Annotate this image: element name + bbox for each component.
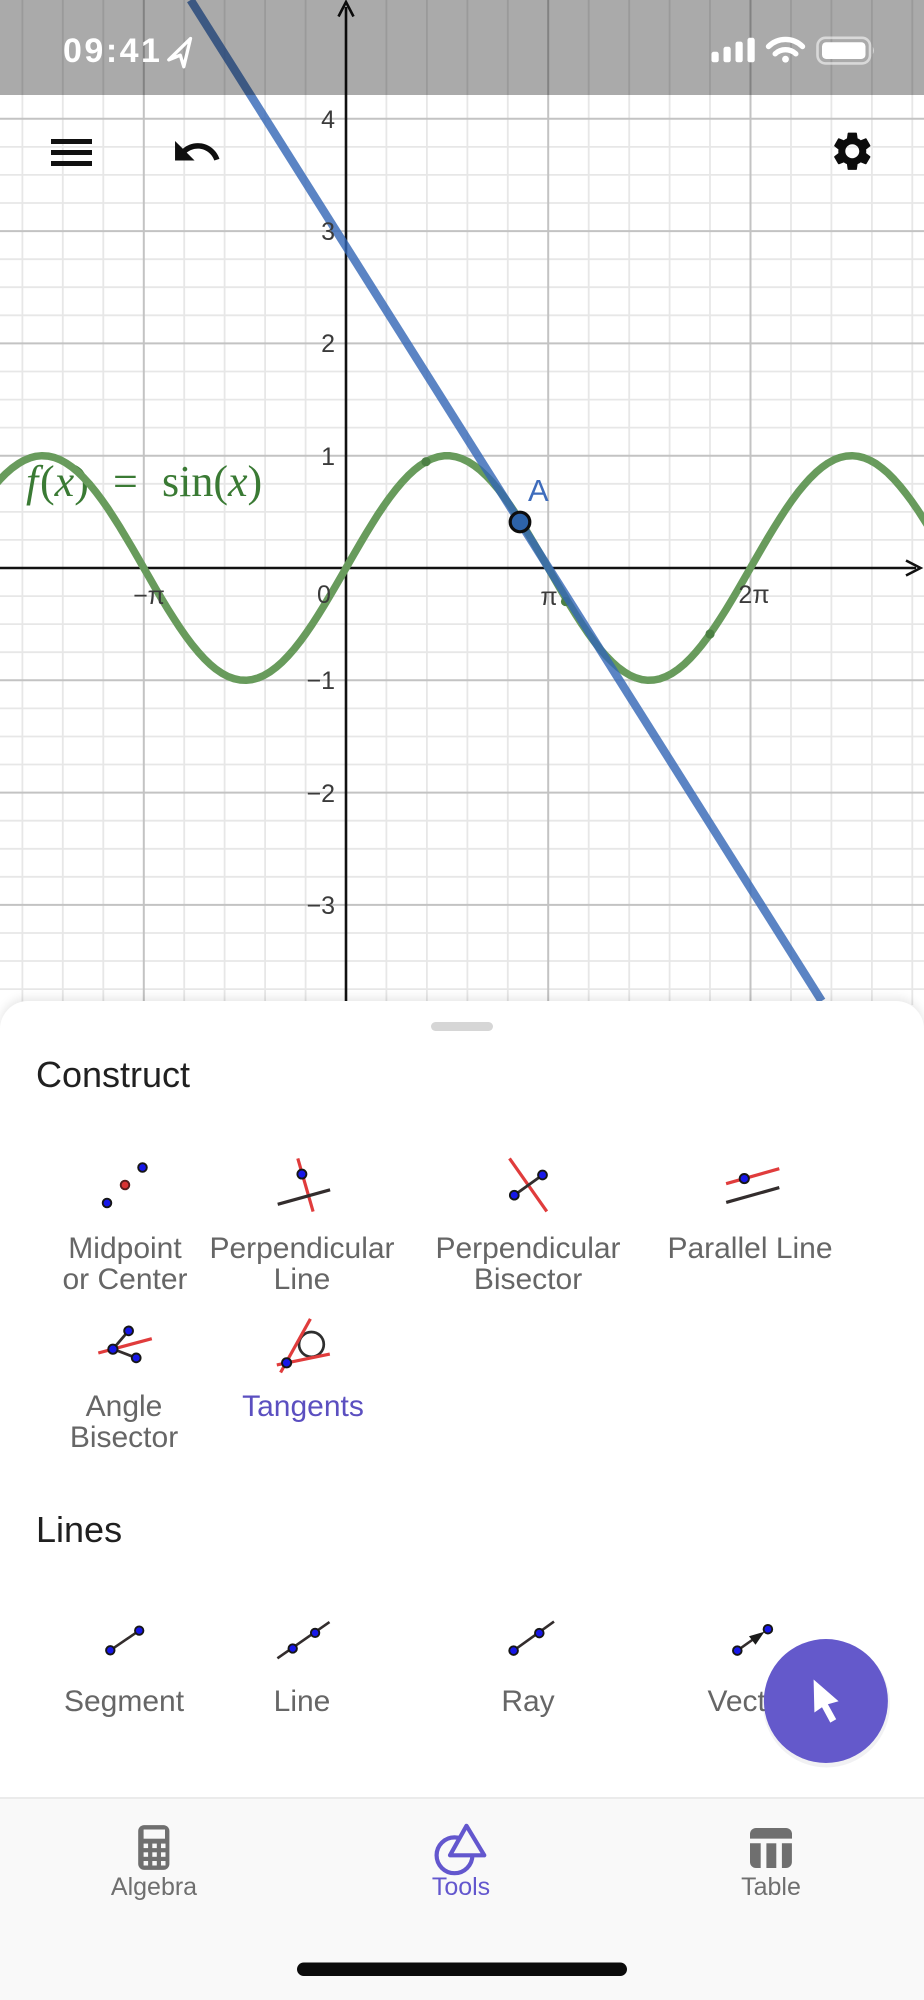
svg-text:π: π bbox=[540, 583, 557, 611]
svg-text:−2: −2 bbox=[306, 780, 335, 808]
svg-text:4: 4 bbox=[321, 106, 335, 134]
svg-text:2: 2 bbox=[321, 330, 335, 358]
svg-text:−π: −π bbox=[133, 582, 165, 610]
svg-text:2π: 2π bbox=[738, 581, 769, 609]
svg-text:−1: −1 bbox=[306, 667, 335, 695]
svg-text:A: A bbox=[528, 473, 549, 508]
svg-text:0: 0 bbox=[317, 581, 331, 609]
svg-text:=: = bbox=[113, 457, 138, 506]
svg-text:1: 1 bbox=[321, 443, 335, 471]
svg-text:3: 3 bbox=[321, 218, 335, 246]
svg-text:sin(x): sin(x) bbox=[162, 457, 262, 506]
svg-text:−3: −3 bbox=[306, 892, 335, 920]
svg-text:09:41: 09:41 bbox=[63, 32, 162, 70]
